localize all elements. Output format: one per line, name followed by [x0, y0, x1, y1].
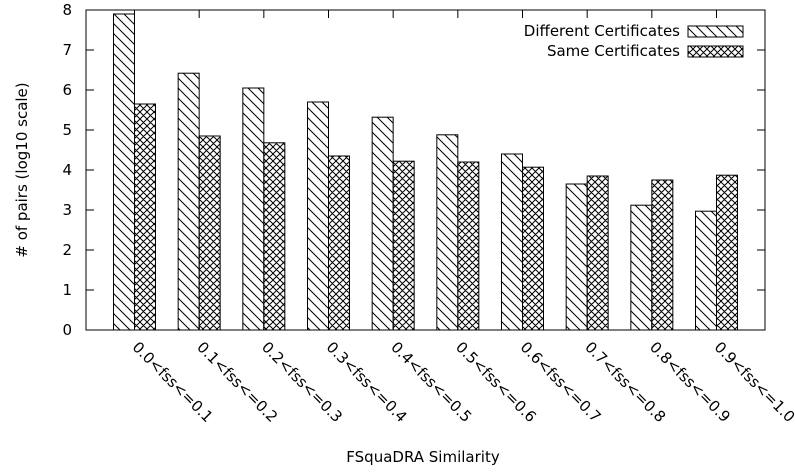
legend-label-same: Same Certificates [547, 42, 680, 60]
bar-different-8 [630, 204, 653, 331]
y-tick-label: 1 [62, 281, 72, 299]
legend-label-different: Different Certificates [524, 22, 680, 40]
bar-different-0 [113, 13, 135, 331]
x-axis-label: FSquaDRA Similarity [346, 448, 500, 466]
legend-swatch-different [687, 25, 744, 38]
bar-same-3 [328, 155, 350, 331]
bar-different-4 [371, 116, 394, 331]
bar-same-2 [263, 142, 286, 331]
y-tick-label: 0 [62, 321, 72, 339]
bar-different-7 [565, 183, 588, 331]
bar-same-4 [392, 160, 415, 331]
bars-layer [113, 13, 738, 331]
y-tick-label: 8 [62, 1, 72, 19]
bar-different-6 [501, 153, 523, 331]
bar-same-7 [586, 175, 609, 331]
bar-same-8 [651, 179, 674, 331]
bar-different-9 [695, 210, 717, 331]
y-tick-label: 5 [62, 121, 72, 139]
y-tick-label: 3 [62, 201, 72, 219]
legend-swatch-same [687, 45, 744, 58]
y-tick-label: 2 [62, 241, 72, 259]
bar-same-1 [198, 135, 221, 331]
y-axis-label: # of pairs (log10 scale) [13, 82, 31, 257]
bar-different-1 [177, 72, 200, 331]
bar-same-6 [522, 166, 544, 331]
bar-different-2 [242, 87, 265, 331]
bar-different-5 [436, 134, 459, 331]
bar-same-0 [134, 103, 156, 331]
legend: Different Certificates Same Certificates [524, 22, 744, 60]
bar-same-9 [716, 174, 738, 331]
y-tick-label: 4 [62, 161, 72, 179]
y-tick-label: 6 [62, 81, 72, 99]
axes-layer: 0123456780.0<fss<=0.10.1<fss<=0.20.2<fss… [62, 1, 795, 426]
bar-same-5 [457, 161, 480, 331]
bar-different-3 [307, 101, 329, 331]
y-tick-label: 7 [62, 41, 72, 59]
